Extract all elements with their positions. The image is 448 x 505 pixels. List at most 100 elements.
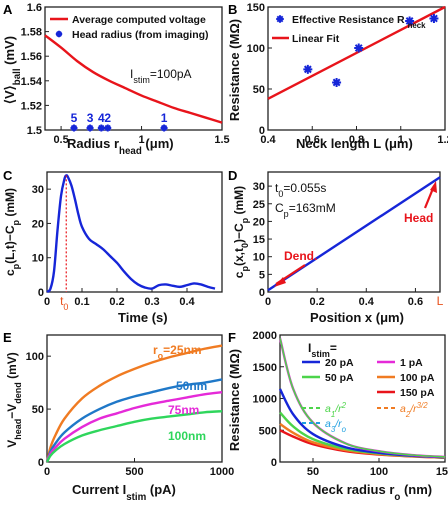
panel-a-legend-marker xyxy=(55,30,63,38)
panel-f-x-tick-label: 100 xyxy=(370,466,388,478)
panel-b-y-tick-label: 150 xyxy=(247,2,265,14)
panel-a-head-point xyxy=(104,124,112,132)
panel-f-legend-label: 150 pA xyxy=(400,387,435,399)
panel-a-y-tick-label: 1.56 xyxy=(21,51,42,63)
panel-label-e: E xyxy=(3,330,12,345)
panel-e-y-tick-label: 50 xyxy=(32,404,44,416)
panel-a-x-tick-label: 1.5 xyxy=(214,134,229,146)
panel-a-y-tick-label: 1.54 xyxy=(21,76,43,88)
panel-a-axes-frame xyxy=(44,6,223,131)
panel-c-y-tick-label: 10 xyxy=(32,253,44,265)
panel-f-x-tick-label: 50 xyxy=(307,466,319,478)
panel-f-y-tick-label: 2000 xyxy=(253,330,277,342)
panel-b-data-point xyxy=(303,64,313,74)
panel-b-legend-marker xyxy=(276,15,284,23)
panel-a-x-tick-label: 0.5 xyxy=(53,134,68,146)
panel-d-x-tick-label: 0.6 xyxy=(408,296,423,308)
panel-f-x-axis-label: Neck radius ro (nm) xyxy=(312,482,432,500)
panel-c-y-axis-label: cp(L,t)−Cp (mM) xyxy=(3,188,21,276)
panel-d-arrowhead-dend xyxy=(274,277,286,287)
panel-a-y-axis-label: ⟨V⟩ball (mV) xyxy=(2,36,23,104)
panel-b-data-point xyxy=(332,77,342,87)
panel-a-annotation: Istim=100pA xyxy=(130,67,192,85)
panel-d-x-tick-label: 0.2 xyxy=(309,296,324,308)
panel-f-y-tick-label: 1000 xyxy=(253,394,277,406)
panel-c-x-tick-label: 0 xyxy=(44,296,50,308)
panel-f-y-tick-label: 0 xyxy=(271,457,277,469)
panel-f-fit-curve xyxy=(279,337,446,458)
panel-a-head-label: 1 xyxy=(161,111,168,125)
panel-f-y-tick-label: 500 xyxy=(259,425,277,437)
panel-label-b: B xyxy=(228,2,237,17)
panel-f-x-tick-label: 150 xyxy=(436,466,448,478)
panel-e-y-tick-label: 100 xyxy=(26,351,44,363)
panel-d-axes-frame xyxy=(267,171,441,293)
panel-e-y-tick-label: 0 xyxy=(38,457,44,469)
panel-d-y-tick-label: 20 xyxy=(253,216,265,228)
panel-b-x-tick-label: 1 xyxy=(398,134,404,146)
panel-e-y-axis-label: Vhead−Vdend (mV) xyxy=(5,352,23,448)
panel-label-c: C xyxy=(3,168,13,183)
panel-f-y-tick-label: 1500 xyxy=(253,362,277,374)
panel-d-param-t0: t0=0.055s xyxy=(275,181,326,199)
panel-b-x-tick-label: 0.4 xyxy=(260,134,276,146)
panel-a-y-tick-label: 1.6 xyxy=(27,2,42,14)
panel-a-head-point xyxy=(70,124,78,132)
panel-d-x-axis-label: Position x (μm) xyxy=(310,310,404,325)
panel-d-label-dend: Dend. xyxy=(284,249,317,263)
panel-f-fit-label-3: a3/ro xyxy=(325,418,347,434)
panel-e-x-tick-label: 0 xyxy=(44,466,50,478)
panel-a-legend-label: Head radius (from imaging) xyxy=(72,29,209,41)
panel-e-curve xyxy=(45,410,223,463)
panel-d-y-tick-label: 30 xyxy=(253,181,265,193)
panel-e-curve xyxy=(45,390,223,463)
panel-a-voltage-line xyxy=(44,34,223,124)
panel-c-y-tick-label: 30 xyxy=(32,184,44,196)
panel-label-d: D xyxy=(228,168,237,183)
panel-f-legend-label: 20 pA xyxy=(325,357,354,369)
panel-d-y-tick-label: 25 xyxy=(253,199,265,211)
panel-a-x-tick-label: 1 xyxy=(138,134,144,146)
panel-b-x-tick-label: 1.2 xyxy=(437,134,448,146)
panel-c-marker-label: t0 xyxy=(60,294,68,312)
panel-c-x-tick-label: 0.2 xyxy=(109,296,124,308)
panel-b-legend-label: Effective Resistance R neck xyxy=(292,14,426,30)
panel-e-curve xyxy=(45,378,223,463)
panel-c-x-tick-label: 0.3 xyxy=(144,296,159,308)
panel-d-y-tick-label: 10 xyxy=(253,252,265,264)
panel-b-y-tick-label: 0 xyxy=(259,125,265,137)
panel-e-x-tick-label: 1000 xyxy=(210,466,234,478)
panel-f-fit-label-2: a2/r3/2 xyxy=(400,401,428,419)
panel-c-y-tick-label: 0 xyxy=(38,287,44,299)
panel-a-head-label: 3 xyxy=(87,111,94,125)
panel-a-y-tick-label: 1.58 xyxy=(21,27,42,39)
panel-a-head-point xyxy=(160,124,168,132)
panel-label-a: A xyxy=(3,2,13,17)
panel-a-y-tick-label: 1.52 xyxy=(21,100,42,112)
panel-e-x-tick-label: 500 xyxy=(125,466,143,478)
panel-f-legend-title: Istim= xyxy=(308,341,337,359)
panel-d-label-head: Head xyxy=(404,211,433,225)
panel-f-legend-label: 100 pA xyxy=(400,372,435,384)
panel-e-x-axis-label: Current Istim (pA) xyxy=(72,482,176,500)
panel-b-fit-line xyxy=(267,5,446,100)
panel-e-label-25nm: ro=25nm xyxy=(153,343,202,361)
panel-f-y-axis-label: Resistance (MΩ) xyxy=(227,349,242,451)
panel-a-legend-label: Average computed voltage xyxy=(72,14,206,26)
panel-b-x-tick-label: 0.8 xyxy=(349,134,364,146)
panel-b-y-tick-label: 50 xyxy=(253,84,265,96)
panel-a-x-axis-label: Radius rhead (μm) xyxy=(67,136,174,157)
panel-d-param-cp: Cp=163mM xyxy=(275,201,336,219)
panel-label-f: F xyxy=(228,330,236,345)
panel-c-y-tick-label: 20 xyxy=(32,218,44,230)
panel-a-head-point xyxy=(86,124,94,132)
panel-a-head-label: 2 xyxy=(104,111,111,125)
panel-e-label-100nm: 100nm xyxy=(168,429,206,443)
panel-e-curve xyxy=(45,344,223,463)
panel-d-arrowhead-head xyxy=(430,181,437,193)
panel-b-data-point xyxy=(429,13,439,23)
panel-c-x-tick-label: 0.1 xyxy=(74,296,89,308)
panel-f-fit-label-1: a1/r2 xyxy=(325,401,347,419)
panel-d-x-end-label: L xyxy=(437,294,444,308)
